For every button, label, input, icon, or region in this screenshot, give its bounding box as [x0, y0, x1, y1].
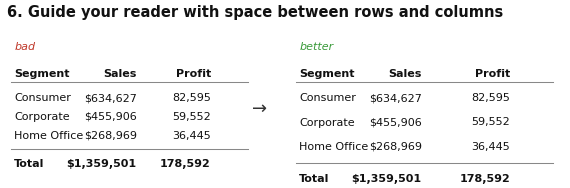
Text: $455,906: $455,906	[84, 112, 137, 122]
Text: Sales: Sales	[103, 69, 137, 79]
Text: 36,445: 36,445	[172, 131, 211, 141]
Text: $1,359,501: $1,359,501	[67, 159, 137, 169]
Text: $455,906: $455,906	[369, 118, 422, 127]
Text: Consumer: Consumer	[14, 93, 71, 103]
Text: $268,969: $268,969	[369, 142, 422, 152]
Text: 59,552: 59,552	[172, 112, 211, 122]
Text: Home Office: Home Office	[14, 131, 83, 141]
Text: Consumer: Consumer	[299, 93, 356, 103]
Text: →: →	[252, 100, 267, 118]
Text: $1,359,501: $1,359,501	[352, 174, 422, 184]
Text: Total: Total	[299, 174, 329, 184]
Text: 82,595: 82,595	[471, 93, 510, 103]
Text: Home Office: Home Office	[299, 142, 368, 152]
Text: $634,627: $634,627	[369, 93, 422, 103]
Text: Profit: Profit	[475, 69, 510, 79]
Text: $634,627: $634,627	[84, 93, 137, 103]
Text: 6. Guide your reader with space between rows and columns: 6. Guide your reader with space between …	[7, 5, 503, 20]
Text: $268,969: $268,969	[84, 131, 137, 141]
Text: 36,445: 36,445	[471, 142, 510, 152]
Text: Total: Total	[14, 159, 44, 169]
Text: better: better	[299, 42, 333, 52]
Text: 82,595: 82,595	[172, 93, 211, 103]
Text: Corporate: Corporate	[14, 112, 70, 122]
Text: 178,592: 178,592	[160, 159, 211, 169]
Text: Segment: Segment	[299, 69, 355, 79]
Text: Sales: Sales	[388, 69, 422, 79]
Text: Segment: Segment	[14, 69, 70, 79]
Text: bad: bad	[14, 42, 35, 52]
Text: 178,592: 178,592	[459, 174, 510, 184]
Text: 59,552: 59,552	[471, 118, 510, 127]
Text: Corporate: Corporate	[299, 118, 355, 127]
Text: Profit: Profit	[176, 69, 211, 79]
